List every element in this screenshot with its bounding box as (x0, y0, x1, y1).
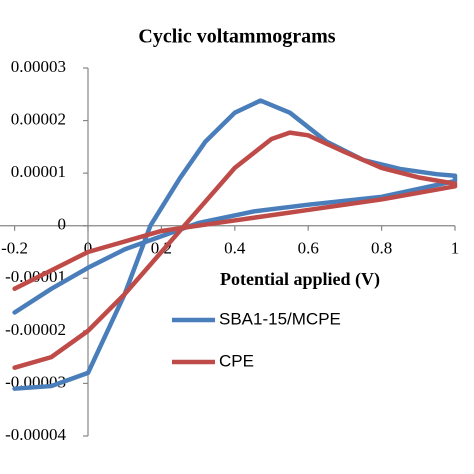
data-line (12, 130, 458, 370)
chart-title: Cyclic voltammograms (138, 26, 335, 48)
x-tick-label: -0.2 (1, 239, 28, 258)
y-tick-label: 0.00001 (11, 162, 66, 181)
y-tick-label: 0.00003 (11, 57, 66, 76)
data-line (12, 98, 458, 391)
y-tick-label: -0.00004 (5, 425, 66, 444)
x-tick-label: 1 (451, 239, 460, 258)
y-tick-label: 0 (58, 215, 67, 234)
x-tick-label: 0.8 (371, 239, 392, 258)
legend-label: CPE (219, 351, 254, 370)
x-axis-label: Potential applied (V) (220, 269, 380, 290)
y-tick-label: -0.00002 (5, 320, 66, 339)
x-tick-label: 0.6 (298, 239, 319, 258)
x-tick-label: 0 (84, 239, 93, 258)
legend-label: SBA1-15/MCPE (219, 309, 341, 328)
y-tick-label: 0.00002 (11, 109, 66, 128)
x-tick-label: 0.4 (224, 239, 246, 258)
